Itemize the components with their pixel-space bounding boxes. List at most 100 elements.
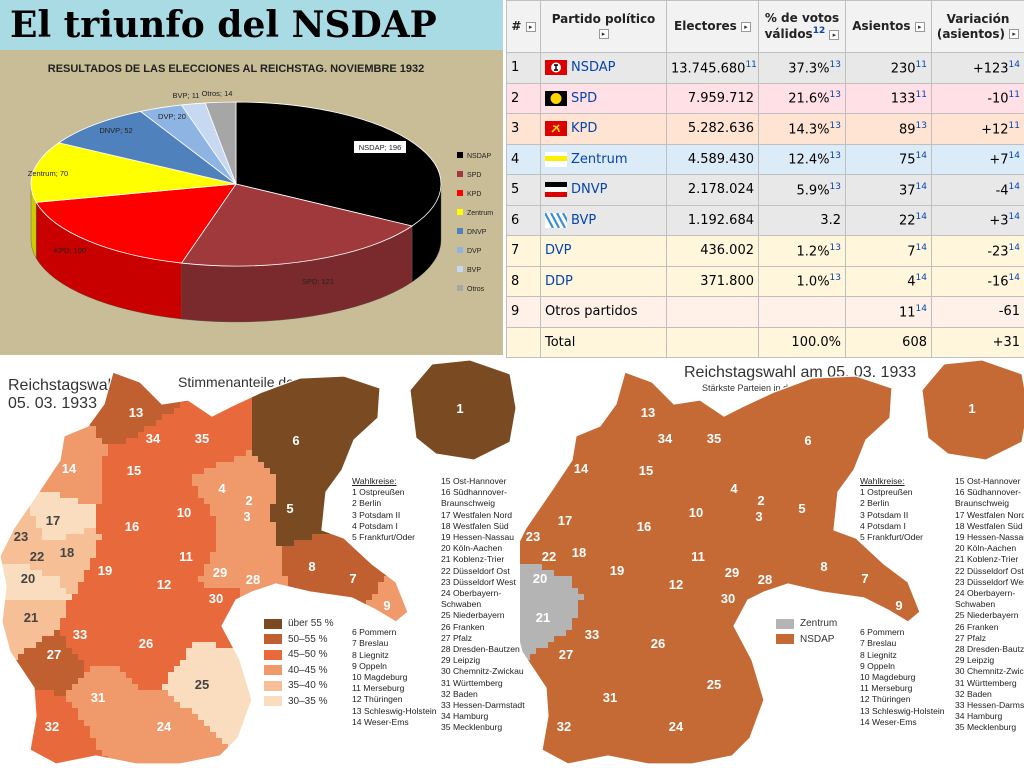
footnote-link[interactable]: 13 xyxy=(915,120,927,131)
region-cell xyxy=(168,762,175,764)
region-cell xyxy=(294,450,301,457)
region-cell xyxy=(174,600,181,607)
region-cell xyxy=(234,414,241,421)
region-cell xyxy=(138,372,145,373)
sort-icon[interactable]: ▸ xyxy=(740,21,751,32)
region-cell xyxy=(114,702,121,709)
region-cell xyxy=(234,588,241,595)
footnote-link[interactable]: 13 xyxy=(829,90,841,101)
col-header-number[interactable]: # ▸ xyxy=(506,0,541,53)
footnote-link[interactable]: 14 xyxy=(915,242,927,253)
footnote-link[interactable]: 13 xyxy=(829,181,841,192)
party-link[interactable]: Zentrum xyxy=(571,151,628,167)
footnote-link[interactable]: 14 xyxy=(1008,59,1020,70)
region-cell xyxy=(54,486,61,493)
cell-variation: +12314 xyxy=(931,52,1024,84)
region-cell xyxy=(372,582,379,589)
region-cell xyxy=(210,396,217,403)
region-cell xyxy=(222,660,229,667)
col-header-pct[interactable]: % de votos válidos12 ▸ xyxy=(758,0,846,53)
region-cell xyxy=(126,714,133,721)
region-cell xyxy=(156,744,163,751)
col-header-variation[interactable]: Variación (asientos) ▸ xyxy=(931,0,1024,53)
region-cell xyxy=(174,762,181,764)
col-header-electores[interactable]: Electores ▸ xyxy=(666,0,759,53)
cell-number: 3 xyxy=(506,113,541,145)
region-cell xyxy=(198,486,205,493)
footnote-link[interactable]: 11 xyxy=(915,59,927,70)
region-cell xyxy=(168,420,175,427)
region-cell xyxy=(228,618,235,625)
footnote-link[interactable]: 14 xyxy=(1008,151,1020,162)
footnote-link[interactable]: 13 xyxy=(829,59,841,70)
footnote-link[interactable]: 13 xyxy=(829,273,841,284)
footnote-link[interactable]: 14 xyxy=(1008,273,1020,284)
region-cell xyxy=(258,462,265,469)
region-cell xyxy=(198,660,205,667)
region-cell xyxy=(342,402,349,409)
region-cell xyxy=(66,624,73,631)
region-cell xyxy=(156,438,163,445)
sort-icon[interactable]: ▸ xyxy=(1009,29,1020,39)
region-cell xyxy=(282,540,289,547)
region-cell xyxy=(54,444,61,451)
footnote-link[interactable]: 11 xyxy=(1008,90,1020,101)
region-cell xyxy=(330,498,337,505)
sort-icon[interactable]: ▸ xyxy=(598,29,609,39)
footnote-link[interactable]: 13 xyxy=(829,242,841,253)
party-link[interactable]: NSDAP xyxy=(571,60,616,76)
footnote-link[interactable]: 14 xyxy=(915,181,927,192)
region-cell xyxy=(186,570,193,577)
party-link[interactable]: DDP xyxy=(545,273,573,289)
region-cell xyxy=(0,702,7,709)
region-cell xyxy=(78,420,85,427)
footnote-link[interactable]: 14 xyxy=(915,303,927,314)
region-cell xyxy=(222,528,229,535)
region-cell xyxy=(330,486,337,493)
party-link[interactable]: KPD xyxy=(571,121,598,137)
region-cell xyxy=(270,420,277,427)
sort-icon[interactable]: ▸ xyxy=(525,21,536,32)
footnote-link[interactable]: 11 xyxy=(1008,120,1020,131)
footnote-link[interactable]: 13 xyxy=(829,120,841,131)
region-cell xyxy=(366,600,373,607)
region-cell xyxy=(264,462,271,469)
region-cell xyxy=(312,360,319,367)
footnote-link[interactable]: 14 xyxy=(915,212,927,223)
footnote-link[interactable]: 11 xyxy=(915,90,927,101)
sort-icon[interactable]: ▸ xyxy=(829,29,840,40)
region-cell xyxy=(114,408,121,415)
region-cell xyxy=(54,498,61,505)
region-cell xyxy=(174,636,181,643)
footnote-link[interactable]: 14 xyxy=(915,151,927,162)
region-cell xyxy=(186,726,193,733)
footnote-link[interactable]: 14 xyxy=(1008,242,1020,253)
footnote-link[interactable]: 14 xyxy=(1008,181,1020,192)
region-cell xyxy=(342,504,349,511)
party-link[interactable]: SPD xyxy=(571,90,598,106)
cell-electores: 436.002 xyxy=(666,235,759,267)
region-cell xyxy=(180,624,187,631)
party-link[interactable]: DNVP xyxy=(571,182,608,198)
sort-icon[interactable]: ▸ xyxy=(914,21,925,32)
footnote-link[interactable]: 13 xyxy=(829,151,841,162)
region-cell xyxy=(234,570,241,577)
region-cell xyxy=(90,714,97,721)
footnote-link[interactable]: 11 xyxy=(745,59,757,70)
party-link[interactable]: BVP xyxy=(571,212,597,228)
region-cell xyxy=(396,396,403,403)
party-link[interactable]: DVP xyxy=(545,243,572,259)
region-cell xyxy=(366,450,373,457)
region-cell xyxy=(372,438,379,445)
region-cell xyxy=(42,732,49,739)
region-cell xyxy=(318,450,325,457)
region-cell xyxy=(90,762,97,764)
footnote-link[interactable]: 14 xyxy=(1008,212,1020,223)
col-header-seats[interactable]: Asientos ▸ xyxy=(845,0,932,53)
region-cell xyxy=(72,558,79,565)
footnote-link[interactable]: 14 xyxy=(915,273,927,284)
col-header-party[interactable]: Partido político ▸ xyxy=(540,0,667,53)
region-cell xyxy=(192,762,199,764)
region-cell xyxy=(90,678,97,685)
region-cell xyxy=(354,762,361,764)
